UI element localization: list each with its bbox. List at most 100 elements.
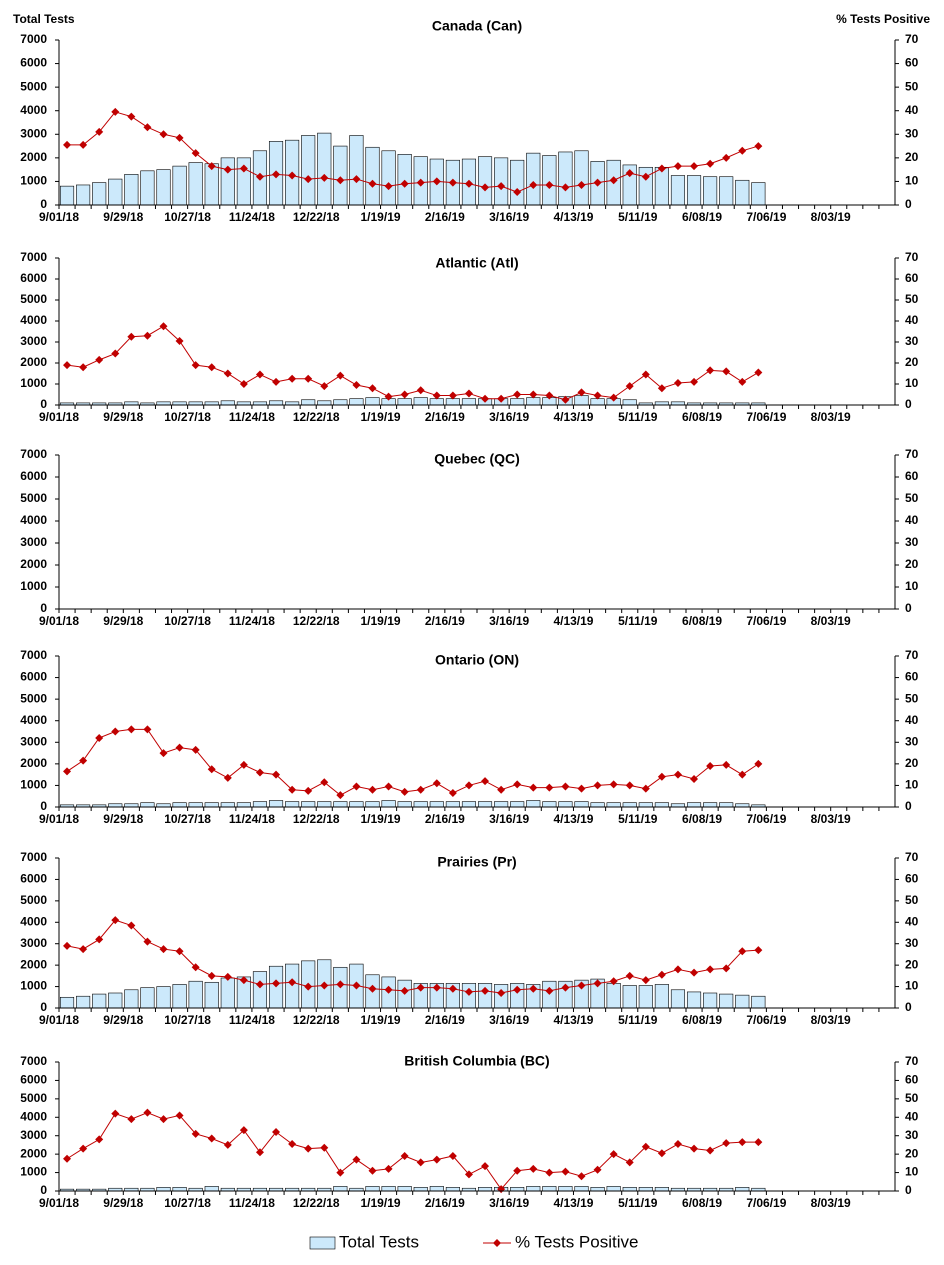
x-tick-label: 8/03/19 xyxy=(811,410,851,424)
x-tick-label: 2/16/19 xyxy=(425,210,465,224)
marker xyxy=(223,165,232,174)
marker xyxy=(561,183,570,192)
bar xyxy=(735,179,750,206)
bar xyxy=(108,992,123,1009)
y2-tick-label: 50 xyxy=(905,1091,919,1105)
marker xyxy=(497,394,506,403)
bar xyxy=(92,993,107,1009)
marker xyxy=(448,1151,457,1160)
marker xyxy=(545,986,554,995)
y2-axis-title: % Tests Positive xyxy=(836,12,930,26)
line xyxy=(66,1112,759,1190)
marker xyxy=(63,767,72,776)
y2-tick-label: 20 xyxy=(905,1146,919,1160)
bar xyxy=(188,162,203,206)
y-tick-label: 1000 xyxy=(20,579,47,593)
x-tick-label: 12/22/18 xyxy=(293,210,340,224)
bar xyxy=(92,182,107,206)
marker xyxy=(497,182,506,191)
bar xyxy=(140,802,155,808)
bar xyxy=(365,397,380,406)
bar xyxy=(349,135,364,206)
x-tick-label: 7/06/19 xyxy=(746,410,786,424)
marker xyxy=(513,390,522,399)
marker xyxy=(513,188,522,197)
marker xyxy=(207,765,216,774)
x-tick-label: 4/13/19 xyxy=(553,1013,593,1027)
bar xyxy=(477,156,493,206)
marker xyxy=(738,146,747,155)
y2-tick-label: 60 xyxy=(905,56,919,70)
marker xyxy=(673,162,682,171)
y2-tick-label: 70 xyxy=(905,1054,919,1068)
marker xyxy=(352,175,361,184)
y-tick-label: 5000 xyxy=(20,491,47,505)
x-tick-label: 8/03/19 xyxy=(811,1196,851,1210)
bar xyxy=(686,991,702,1009)
marker xyxy=(255,1148,264,1157)
marker xyxy=(255,768,264,777)
line xyxy=(66,728,759,796)
marker xyxy=(191,1129,200,1138)
marker xyxy=(497,785,506,794)
bar xyxy=(670,175,686,206)
bar xyxy=(526,800,541,808)
bar xyxy=(172,984,187,1009)
x-tick-label: 11/24/18 xyxy=(229,1196,275,1210)
marker xyxy=(738,947,747,956)
x-tick-label: 7/06/19 xyxy=(746,1013,786,1027)
marker xyxy=(239,380,248,388)
x-tick-label: 5/11/19 xyxy=(618,1013,658,1027)
x-tick-label: 3/16/19 xyxy=(489,410,529,424)
y-tick-label: 2000 xyxy=(20,1146,47,1160)
marker xyxy=(754,1138,763,1147)
bar xyxy=(510,159,525,206)
marker xyxy=(593,178,602,187)
x-tick-label: 2/16/19 xyxy=(425,1196,465,1210)
marker xyxy=(481,183,490,192)
x-tick-label: 9/01/18 xyxy=(39,1196,79,1210)
marker xyxy=(673,1140,682,1149)
bar xyxy=(670,989,686,1009)
y-tick-label: 0 xyxy=(40,799,47,813)
bar xyxy=(429,1186,444,1192)
bar xyxy=(301,399,316,406)
x-tick-label: 12/22/18 xyxy=(293,1196,340,1210)
marker xyxy=(239,1126,248,1135)
marker xyxy=(593,781,602,790)
marker xyxy=(432,779,441,788)
bar xyxy=(220,802,235,808)
bar xyxy=(204,802,219,808)
bar xyxy=(751,182,766,206)
marker xyxy=(239,976,248,985)
bar xyxy=(606,802,621,808)
marker xyxy=(722,964,731,973)
marker xyxy=(368,984,377,993)
bar xyxy=(397,801,412,808)
bar xyxy=(349,398,364,406)
bar xyxy=(526,1186,541,1192)
x-tick-label: 7/06/19 xyxy=(746,614,786,628)
bar xyxy=(285,801,300,808)
y2-tick-label: 20 xyxy=(905,355,919,369)
marker xyxy=(706,366,715,375)
x-tick-label: 9/01/18 xyxy=(39,1013,79,1027)
x-tick-label: 7/06/19 xyxy=(746,1196,786,1210)
y2-tick-label: 70 xyxy=(905,850,919,864)
x-tick-label: 3/16/19 xyxy=(489,614,529,628)
y-tick-label: 0 xyxy=(40,601,47,615)
x-tick-label: 6/08/19 xyxy=(682,210,722,224)
y-tick-label: 4000 xyxy=(20,914,47,928)
bar xyxy=(638,985,653,1009)
marker xyxy=(448,788,457,797)
marker xyxy=(95,733,104,742)
x-tick-label: 11/24/18 xyxy=(229,812,275,826)
marker xyxy=(432,391,441,400)
bar xyxy=(654,802,669,808)
y-tick-label: 4000 xyxy=(20,103,47,117)
marker xyxy=(673,770,682,779)
bar xyxy=(172,802,187,808)
y2-tick-label: 20 xyxy=(905,957,919,971)
marker xyxy=(320,1143,329,1152)
marker xyxy=(272,1128,281,1137)
